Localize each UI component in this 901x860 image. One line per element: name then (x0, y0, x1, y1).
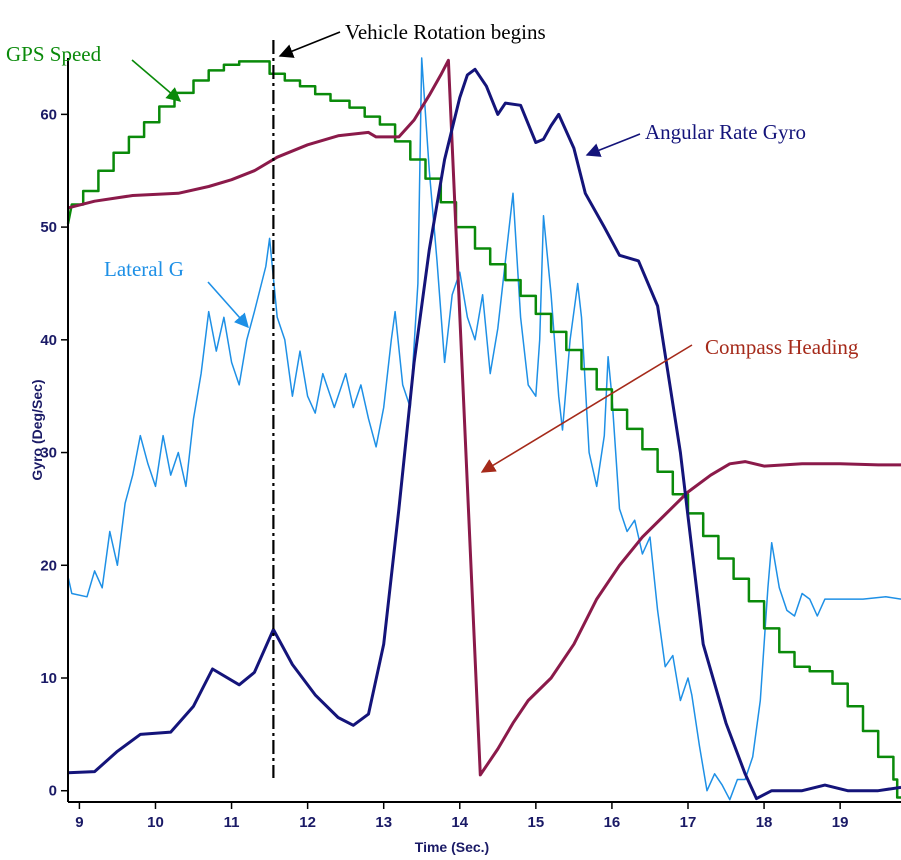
y-axis-title: Gyro (Deg/Sec) (29, 379, 45, 480)
annotation-vehicle-rotation: Vehicle Rotation begins (345, 20, 546, 44)
y-tick-label: 60 (40, 106, 57, 123)
y-tick-label: 20 (40, 557, 57, 574)
x-tick-label: 9 (75, 814, 83, 831)
x-tick-label: 18 (756, 814, 773, 831)
annotation-lateral-g-arrow (207, 281, 249, 329)
y-tick-label: 10 (40, 670, 57, 687)
x-tick-label: 11 (224, 814, 240, 831)
annotation-compass-heading: Compass Heading (705, 335, 859, 359)
x-tick-label: 12 (299, 814, 316, 831)
x-tick-label: 16 (604, 814, 621, 831)
x-tick-label: 13 (375, 814, 392, 831)
series-line-lateral-g (67, 57, 901, 801)
x-tick-label: 10 (147, 814, 164, 831)
ticks-layer: 9 10 11 12 13 14 15 16 17 18 19 0 10 20 30 40 50 60 (40, 106, 848, 831)
annotation-vehicle-rotation-arrow (278, 31, 341, 58)
series-line-angular-rate-gyro (67, 67, 901, 801)
series-line-gps-speed (66, 60, 901, 799)
annotations: Vehicle Rotation begins GPS Speed Latera… (6, 20, 859, 473)
y-tick-label: 50 (40, 219, 57, 236)
x-axis-title: Time (Sec.) (415, 839, 489, 855)
annotation-angular-rate-gyro: Angular Rate Gyro (645, 120, 806, 144)
annotation-gps-speed: GPS Speed (6, 42, 102, 66)
x-tick-label: 17 (680, 814, 697, 831)
series-layer (66, 57, 901, 801)
annotation-compass-heading-arrow (480, 344, 693, 473)
annotation-gps-speed-arrow (131, 59, 182, 102)
x-tick-label: 19 (832, 814, 849, 831)
annotation-lateral-g: Lateral G (104, 257, 184, 281)
y-tick-label: 40 (40, 332, 57, 349)
x-tick-label: 15 (528, 814, 545, 831)
x-tick-label: 14 (451, 814, 468, 831)
annotation-angular-rate-gyro-arrow (585, 133, 641, 157)
y-tick-label: 30 (40, 445, 57, 462)
series-line-compass-heading (67, 58, 901, 777)
y-tick-label: 0 (49, 783, 57, 800)
